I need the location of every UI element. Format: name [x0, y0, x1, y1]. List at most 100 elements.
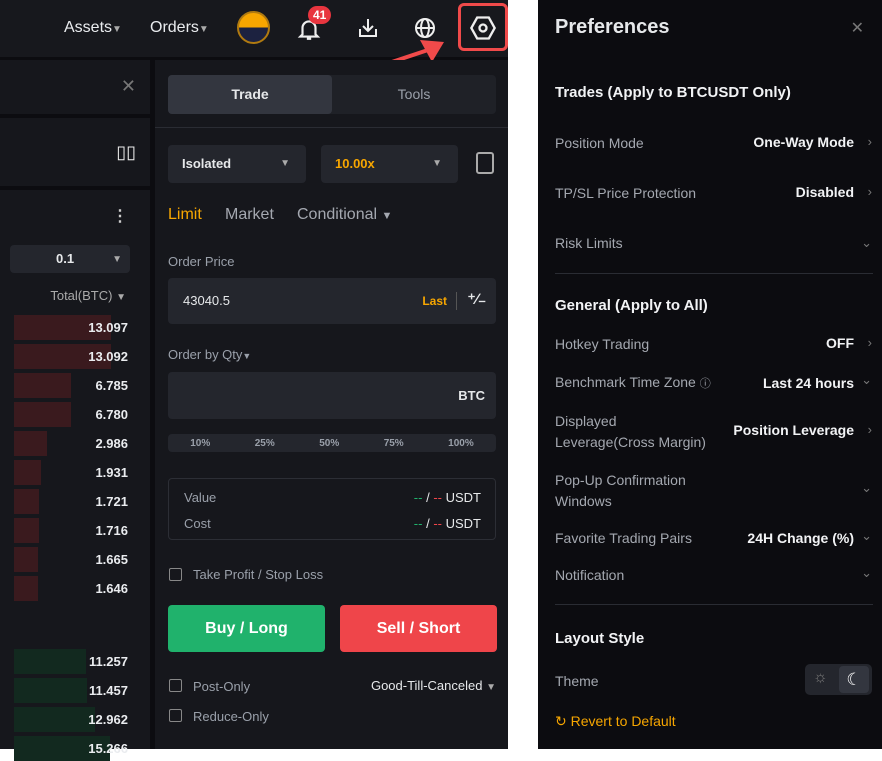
leverage-select[interactable]: 10.00x ▼	[321, 145, 458, 183]
risk-limits-label[interactable]: Risk Limits	[555, 235, 623, 251]
percent-option[interactable]: 25%	[254, 437, 275, 449]
qty-mode-select[interactable]: Order by Qty▼	[168, 347, 251, 362]
value-sell: --	[433, 490, 442, 505]
tpsl-protection-value[interactable]: Disabled	[795, 184, 854, 200]
divider	[555, 604, 873, 605]
total-header[interactable]: Total(BTC) ▼	[50, 288, 126, 303]
order-type-limit[interactable]: Limit	[168, 206, 202, 223]
qty-input[interactable]: BTC	[168, 372, 496, 419]
moon-icon[interactable]: ☾	[839, 666, 869, 693]
caret-down-icon: ▼	[198, 24, 209, 35]
depth-bar	[14, 489, 39, 514]
reduce-only-checkbox[interactable]	[169, 709, 182, 722]
orderbook-total[interactable]: 13.092	[88, 349, 128, 364]
unit: USDT	[445, 490, 481, 505]
sell-short-button[interactable]: Sell / Short	[340, 605, 497, 652]
leverage-label-line2: Leverage(Cross Margin)	[555, 434, 706, 450]
percent-option[interactable]: 50%	[319, 437, 340, 449]
preferences-title: Preferences	[555, 16, 670, 38]
favorites-value[interactable]: 24H Change (%)	[747, 530, 854, 546]
time-in-force-select[interactable]: Good-Till-Canceled ▼	[371, 678, 496, 693]
caret-down-icon: ▼	[486, 682, 496, 693]
tif-value: Good-Till-Canceled	[370, 678, 483, 693]
orderbook-total[interactable]: 6.785	[95, 378, 128, 393]
chevron-down-icon[interactable]: ⌄	[861, 480, 872, 495]
chevron-right-icon[interactable]: ›	[867, 335, 872, 350]
theme-label: Theme	[555, 673, 599, 689]
sep: /	[426, 490, 430, 505]
hotkey-value[interactable]: OFF	[826, 335, 854, 351]
chevron-right-icon[interactable]: ›	[867, 184, 872, 199]
percent-option[interactable]: 75%	[383, 437, 404, 449]
orderbook-total[interactable]: 13.097	[88, 320, 128, 335]
percent-option[interactable]: 10%	[190, 437, 211, 449]
buy-long-button[interactable]: Buy / Long	[168, 605, 325, 652]
orderbook-total[interactable]: 6.780	[95, 407, 128, 422]
notification-label[interactable]: Notification	[555, 567, 625, 583]
chevron-right-icon[interactable]: ›	[867, 134, 872, 149]
order-type-conditional[interactable]: Conditional ▼	[297, 206, 392, 224]
depth-bar	[14, 518, 39, 543]
chevron-right-icon[interactable]: ›	[867, 422, 872, 437]
last-price-button[interactable]: Last	[422, 294, 447, 308]
settings-icon[interactable]	[469, 14, 497, 42]
cost-buy: --	[413, 516, 423, 531]
percent-slider[interactable]: 10% 25% 50% 75% 100%	[168, 434, 496, 452]
margin-mode-select[interactable]: Isolated ▼	[168, 145, 306, 183]
orderbook-total[interactable]: 11.257	[88, 654, 128, 669]
order-price-input[interactable]: 43040.5 Last ⁺∕₋	[168, 278, 496, 324]
orderbook-total[interactable]: 12.962	[88, 712, 128, 727]
more-icon[interactable]: ⋮	[112, 208, 128, 225]
chevron-down-icon[interactable]: ⌄	[861, 565, 872, 580]
chevron-down-icon[interactable]: ⌄	[861, 235, 872, 250]
orderbook-total[interactable]: 1.931	[95, 465, 128, 480]
orderbook-total[interactable]: 11.457	[88, 683, 128, 698]
caret-down-icon: ▼	[116, 292, 126, 303]
chevron-down-icon[interactable]: ⌄	[861, 372, 872, 387]
timezone-value[interactable]: Last 24 hours	[762, 375, 854, 391]
total-label: Total(BTC)	[50, 288, 113, 303]
position-mode-value[interactable]: One-Way Mode	[753, 134, 854, 150]
orderbook-total[interactable]: 1.716	[95, 523, 128, 538]
avatar[interactable]	[237, 11, 270, 44]
sun-icon[interactable]: ☼	[813, 669, 828, 686]
percent-toggle-icon[interactable]: ⁺∕₋	[467, 291, 486, 308]
orderbook-total[interactable]: 2.986	[95, 436, 128, 451]
post-only-checkbox[interactable]	[169, 679, 182, 692]
globe-icon[interactable]	[413, 16, 437, 40]
close-icon[interactable]: ✕	[850, 20, 864, 37]
orders-menu[interactable]: Orders▼	[150, 19, 209, 37]
orderbook-total[interactable]: 1.646	[95, 581, 128, 596]
revert-default-button[interactable]: ↻ Revert to Default	[555, 713, 676, 730]
close-icon[interactable]: ✕	[120, 76, 136, 96]
sep: /	[426, 516, 430, 531]
depth-bar	[14, 402, 71, 427]
caret-down-icon: ▼	[242, 351, 252, 361]
download-icon[interactable]	[356, 16, 380, 40]
cost-label: Cost	[184, 516, 211, 531]
leverage-display-value[interactable]: Position Leverage	[733, 422, 854, 438]
assets-menu[interactable]: Assets▼	[64, 19, 122, 37]
tab-trade[interactable]: Trade	[168, 75, 332, 114]
help-icon[interactable]: ⓘ	[699, 378, 711, 390]
theme-toggle[interactable]: ☼ ☾	[805, 664, 872, 695]
popup-label-line1: Pop-Up Confirmation	[555, 472, 686, 488]
tpsl-checkbox[interactable]	[169, 568, 182, 581]
orderbook-total[interactable]: 1.665	[95, 552, 128, 567]
tpsl-protection-label: TP/SL Price Protection	[555, 185, 697, 201]
trading-panel: Assets▼ Orders▼ 41 ✕ ▯▯ ⋮ 0.1 ▼ Total(BT…	[0, 0, 508, 761]
tab-tools[interactable]: Tools	[397, 86, 431, 102]
chevron-down-icon[interactable]: ⌄	[861, 528, 872, 543]
book-icon[interactable]: ▯▯	[116, 142, 136, 162]
order-type-market[interactable]: Market	[225, 206, 274, 223]
calculator-icon[interactable]	[476, 152, 494, 174]
caret-down-icon: ▼	[432, 158, 442, 169]
orderbook-total[interactable]: 1.721	[95, 494, 128, 509]
percent-option[interactable]: 100%	[448, 437, 474, 449]
depth-bar	[14, 344, 111, 369]
orderbook-toolbar: ▯▯	[0, 118, 150, 186]
value-amount: -- / -- USDT	[414, 490, 481, 505]
precision-select[interactable]: 0.1 ▼	[10, 245, 130, 273]
caret-down-icon: ▼	[112, 24, 122, 35]
favorites-label: Favorite Trading Pairs	[555, 530, 692, 546]
